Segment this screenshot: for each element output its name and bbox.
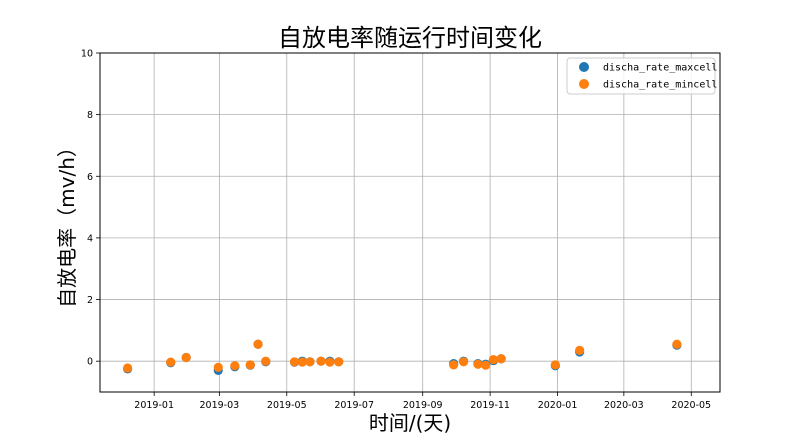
chart-title: 自放电率随运行时间变化 — [278, 24, 542, 52]
data-point-mincell — [245, 360, 255, 370]
data-point-mincell — [672, 339, 682, 349]
x-tick-label: 2019-03 — [200, 400, 240, 411]
y-tick-label: 6 — [87, 172, 93, 183]
data-point-mincell — [123, 363, 133, 373]
data-point-mincell — [305, 357, 315, 367]
data-point-mincell — [181, 352, 191, 363]
y-tick-label: 0 — [87, 357, 93, 368]
y-axis-ticks: 0 2 4 6 8 10 — [81, 49, 100, 368]
legend-marker-mincell — [579, 79, 589, 89]
x-tick-label: 2019-07 — [334, 400, 374, 411]
data-point-mincell — [473, 359, 483, 369]
x-tick-label: 2019-05 — [267, 400, 307, 411]
data-point-mincell — [449, 360, 459, 370]
x-tick-label: 2019-11 — [470, 400, 510, 411]
data-point-mincell — [289, 357, 300, 367]
legend: discha_rate_maxcell discha_rate_mincell — [566, 57, 717, 95]
data-point-mincell — [261, 356, 271, 366]
x-tick-label: 2020-03 — [604, 400, 644, 411]
data-point-mincell — [575, 345, 585, 355]
data-point-mincell — [325, 357, 335, 367]
data-point-mincell — [213, 362, 223, 372]
legend-label-maxcell: discha_rate_maxcell — [603, 63, 717, 74]
data-point-mincell — [297, 357, 307, 367]
plot-frame — [99, 52, 721, 393]
data-point-mincell — [230, 361, 240, 371]
data-point-mincell — [550, 360, 560, 370]
data-point-mincell — [496, 354, 506, 364]
y-tick-label: 10 — [81, 49, 93, 60]
y-tick-label: 4 — [87, 233, 93, 244]
data-point-mincell — [481, 360, 491, 370]
data-point-mincell — [166, 357, 176, 367]
y-axis-label: 自放电率（mv/h） — [55, 137, 79, 308]
data-point-mincell — [459, 357, 469, 367]
legend-box — [566, 57, 716, 95]
x-tick-label: 2019-01 — [134, 400, 174, 411]
data-point-mincell — [488, 355, 499, 365]
data-point-mincell — [334, 357, 344, 367]
y-tick-label: 2 — [87, 295, 93, 306]
legend-marker-maxcell — [579, 62, 589, 72]
x-axis-label: 时间/(天) — [369, 411, 451, 435]
data-point-mincell — [253, 339, 263, 349]
legend-label-mincell: discha_rate_mincell — [603, 80, 717, 91]
x-tick-label: 2019-09 — [403, 400, 443, 411]
x-tick-label: 2020-05 — [671, 400, 711, 411]
x-axis-ticks: 2019-01 2019-03 2019-05 2019-07 2019-09 2019-… — [134, 392, 711, 411]
y-tick-label: 8 — [87, 110, 93, 121]
data-points — [123, 339, 682, 376]
grid — [100, 52, 720, 392]
x-tick-label: 2020-01 — [538, 400, 578, 411]
data-point-mincell — [316, 356, 326, 366]
